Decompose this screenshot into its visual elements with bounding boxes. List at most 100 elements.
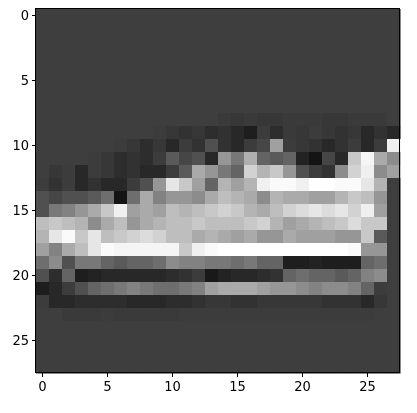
heatmap-cell (361, 48, 375, 62)
heatmap-cell (140, 334, 154, 348)
heatmap-cell (231, 9, 245, 23)
heatmap-cell (322, 22, 336, 36)
heatmap-cell (270, 256, 284, 270)
heatmap-cell (322, 87, 336, 101)
heatmap-cell (387, 9, 401, 23)
heatmap-cell (75, 269, 89, 283)
heatmap-cell (166, 178, 180, 192)
heatmap-cell (179, 100, 193, 114)
heatmap-cell (231, 74, 245, 88)
heatmap-cell (335, 22, 349, 36)
heatmap-cell (270, 230, 284, 244)
heatmap-cell (387, 100, 401, 114)
heatmap-cell (348, 334, 362, 348)
heatmap-cell (296, 139, 310, 153)
heatmap-cell (101, 191, 115, 205)
heatmap-cell (218, 48, 232, 62)
heatmap-cell (101, 165, 115, 179)
heatmap-cell (231, 61, 245, 75)
heatmap-cell (179, 243, 193, 257)
heatmap-cell (88, 61, 102, 75)
heatmap-cell (244, 269, 258, 283)
heatmap-cell (322, 139, 336, 153)
heatmap-cell (322, 347, 336, 361)
heatmap-cell (335, 360, 349, 374)
heatmap-cell (62, 9, 76, 23)
heatmap-cell (309, 230, 323, 244)
heatmap-cell (179, 48, 193, 62)
heatmap-cell (205, 152, 219, 166)
heatmap-cell (309, 74, 323, 88)
heatmap-cell (244, 178, 258, 192)
heatmap-cell (218, 230, 232, 244)
heatmap-cell (140, 9, 154, 23)
heatmap-cell (231, 165, 245, 179)
heatmap-cell (153, 22, 167, 36)
heatmap-cell (140, 360, 154, 374)
heatmap-cell (75, 230, 89, 244)
heatmap-cell (257, 360, 271, 374)
heatmap-cell (192, 48, 206, 62)
heatmap-cell (257, 100, 271, 114)
heatmap-cell (348, 165, 362, 179)
heatmap-cell (205, 113, 219, 127)
heatmap-cell (192, 217, 206, 231)
heatmap-cell (309, 321, 323, 335)
heatmap-cell (101, 360, 115, 374)
heatmap-cell (49, 139, 63, 153)
heatmap-cell (257, 22, 271, 36)
heatmap-cell (153, 100, 167, 114)
heatmap-cell (322, 282, 336, 296)
heatmap-cell (49, 360, 63, 374)
heatmap-cell (75, 165, 89, 179)
heatmap-cell (88, 295, 102, 309)
heatmap-cell (348, 204, 362, 218)
heatmap-cell (257, 282, 271, 296)
heatmap-cell (270, 334, 284, 348)
heatmap-cell (387, 178, 401, 192)
heatmap-cell (88, 87, 102, 101)
heatmap-cell (218, 282, 232, 296)
heatmap-cell (257, 256, 271, 270)
heatmap-cell (335, 100, 349, 114)
heatmap-cell (296, 217, 310, 231)
heatmap-cell (283, 48, 297, 62)
heatmap-cell (62, 61, 76, 75)
heatmap-cell (140, 152, 154, 166)
heatmap-cell (114, 230, 128, 244)
heatmap-cell (127, 61, 141, 75)
heatmap-cell (309, 113, 323, 127)
heatmap-cell (218, 243, 232, 257)
heatmap-cell (88, 230, 102, 244)
heatmap-cell (166, 22, 180, 36)
heatmap-cell (75, 113, 89, 127)
heatmap-cell (62, 178, 76, 192)
heatmap-cell (283, 282, 297, 296)
heatmap-cell (153, 9, 167, 23)
heatmap-cell (257, 230, 271, 244)
heatmap-cell (244, 9, 258, 23)
heatmap-cell (387, 152, 401, 166)
heatmap-cell (36, 191, 50, 205)
heatmap-cell (192, 126, 206, 140)
heatmap-cell (244, 87, 258, 101)
heatmap-cell (387, 269, 401, 283)
heatmap-cell (49, 126, 63, 140)
heatmap-cell (335, 113, 349, 127)
heatmap-cell (270, 139, 284, 153)
heatmap-cell (114, 152, 128, 166)
heatmap-cell (153, 61, 167, 75)
heatmap-cell (75, 126, 89, 140)
heatmap-cell (361, 165, 375, 179)
heatmap-cell (348, 126, 362, 140)
heatmap-cell (114, 87, 128, 101)
heatmap-cell (49, 22, 63, 36)
heatmap-cell (374, 87, 388, 101)
heatmap-cell (62, 152, 76, 166)
heatmap-cell (88, 347, 102, 361)
heatmap-cell (244, 230, 258, 244)
heatmap-cell (270, 74, 284, 88)
heatmap-cell (244, 152, 258, 166)
